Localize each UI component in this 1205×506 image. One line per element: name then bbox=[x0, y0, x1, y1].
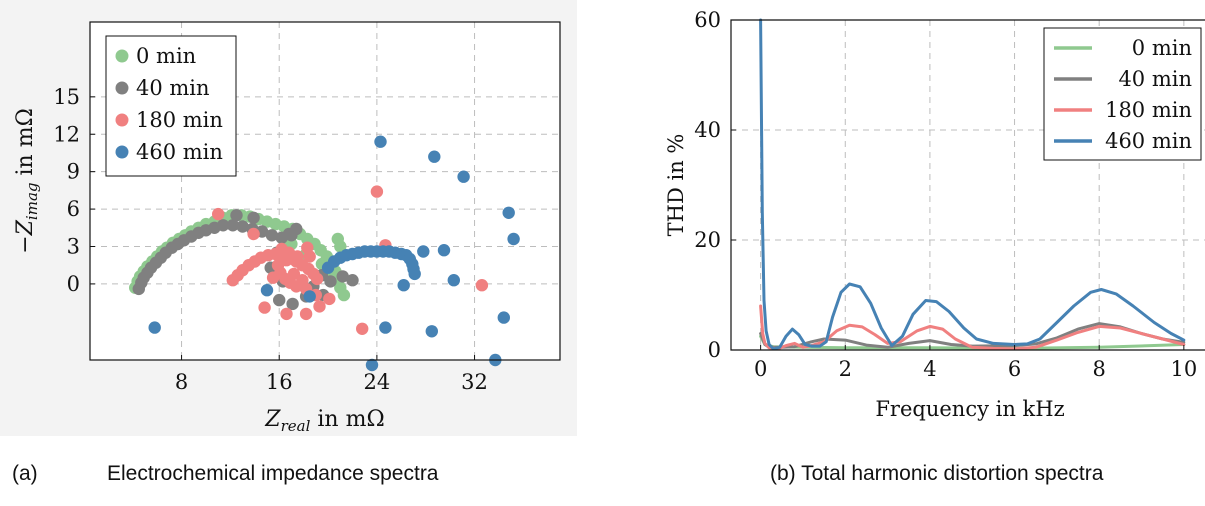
caption-a-label: (a) bbox=[12, 462, 38, 485]
y-axis-label-b: THD in % bbox=[664, 134, 688, 237]
chart-b-thd: 0 2 4 6 8 10 0 20 40 60 Frequency in kHz THD in % 0 … bbox=[664, 8, 1205, 421]
tick-label-y-9: 9 bbox=[67, 160, 80, 184]
tick-label-x-b-10: 10 bbox=[1170, 357, 1197, 381]
x-axis-label-b: Frequency in kHz bbox=[875, 397, 1064, 421]
tick-label-x-24: 24 bbox=[364, 370, 391, 394]
legend-marker-460-min bbox=[115, 145, 129, 159]
tick-label-x-b-8: 8 bbox=[1093, 357, 1106, 381]
point-460-min-32 bbox=[365, 358, 379, 372]
tick-label-x-b-2: 2 bbox=[839, 357, 852, 381]
point-460-min-22 bbox=[437, 244, 451, 257]
point-40-min-28 bbox=[273, 293, 286, 307]
point-40-min-20 bbox=[265, 229, 279, 242]
point-460-min-25 bbox=[457, 170, 470, 183]
point-40-min-38 bbox=[230, 209, 243, 222]
point-40-min-33 bbox=[324, 275, 337, 288]
point-180-min-30 bbox=[299, 307, 313, 321]
point-180-min-31 bbox=[313, 300, 326, 313]
point-180-min-32 bbox=[370, 185, 384, 198]
tick-label-x-b-0: 0 bbox=[754, 357, 767, 381]
point-460-min-23 bbox=[374, 135, 387, 148]
point-180-min-35 bbox=[475, 279, 489, 292]
point-180-min-34 bbox=[356, 322, 369, 335]
caption-a-text: Electrochemical impedance spectra bbox=[107, 462, 439, 485]
point-180-min-26 bbox=[303, 250, 316, 263]
point-0-min-34 bbox=[337, 288, 351, 302]
point-180-min-28 bbox=[258, 301, 271, 314]
point-460-min-31 bbox=[425, 325, 438, 338]
legend-b bbox=[1043, 27, 1202, 161]
tick-label-x-b-4: 4 bbox=[923, 357, 936, 381]
point-180-min-0 bbox=[212, 207, 225, 221]
point-460-min-26 bbox=[502, 206, 515, 219]
legend-marker-0-min bbox=[115, 49, 129, 63]
legend-marker-40-min bbox=[115, 81, 129, 95]
point-40-min-34 bbox=[336, 270, 349, 283]
legend-label-180-min: 180 min bbox=[136, 108, 223, 132]
point-40-min-24 bbox=[282, 227, 296, 241]
line-180-min bbox=[759, 304, 1186, 351]
legend-label-b-40-min: 40 min bbox=[1118, 67, 1192, 91]
tick-label-y-15: 15 bbox=[53, 85, 80, 109]
chart-a-impedance: 8 16 24 32 0 3 6 9 12 15 Zreal in mΩ −Zimag in mΩ 0 … bbox=[13, 21, 561, 435]
point-180-min-41 bbox=[266, 271, 280, 284]
legend-label-b-0-min: 0 min bbox=[1132, 36, 1192, 60]
y-axis-label-a: −Zimag in mΩ bbox=[13, 108, 41, 254]
point-460-min-24 bbox=[428, 150, 441, 163]
point-460-min-2 bbox=[303, 290, 316, 303]
tick-label-y-3: 3 bbox=[67, 235, 80, 259]
point-40-min-29 bbox=[286, 297, 299, 311]
tick-label-x-b-6: 6 bbox=[1008, 357, 1021, 381]
legend-label-0-min: 0 min bbox=[136, 44, 196, 68]
point-40-min-35 bbox=[346, 274, 359, 287]
point-180-min-29 bbox=[280, 307, 293, 321]
legend-label-460-min: 460 min bbox=[136, 140, 223, 164]
point-180-min-19 bbox=[291, 250, 304, 263]
tick-label-y-b-40: 40 bbox=[694, 118, 721, 142]
tick-label-x-32: 32 bbox=[461, 370, 488, 394]
point-460-min-21 bbox=[417, 245, 430, 258]
point-460-min-20 bbox=[408, 267, 421, 281]
tick-label-y-b-60: 60 bbox=[694, 8, 721, 32]
tick-label-y-b-0: 0 bbox=[708, 338, 721, 362]
plot-frame-a bbox=[89, 21, 561, 361]
caption-b-text: (b) Total harmonic distortion spectra bbox=[770, 462, 1104, 485]
tick-label-x-8: 8 bbox=[175, 370, 188, 394]
point-460-min-33 bbox=[497, 311, 510, 324]
point-460-min-27 bbox=[507, 232, 520, 246]
point-460-min-1 bbox=[260, 284, 274, 297]
tick-label-y-b-20: 20 bbox=[694, 228, 721, 252]
legend-marker-180-min bbox=[115, 113, 129, 127]
point-40-min-17 bbox=[236, 220, 249, 233]
point-40-min-37 bbox=[247, 211, 260, 224]
point-180-min-38 bbox=[279, 272, 292, 286]
tick-label-x-16: 16 bbox=[266, 370, 293, 394]
point-460-min-0 bbox=[148, 321, 161, 334]
tick-label-y-6: 6 bbox=[67, 197, 80, 221]
point-40-min-15 bbox=[216, 219, 230, 232]
point-180-min-40 bbox=[323, 292, 336, 306]
point-460-min-29 bbox=[397, 279, 410, 292]
legend-label-b-460-min: 460 min bbox=[1105, 129, 1192, 153]
point-0-min-36 bbox=[334, 240, 347, 253]
line-460-min bbox=[759, 18, 1186, 351]
tick-label-y-12: 12 bbox=[53, 122, 80, 146]
point-40-min-16 bbox=[226, 219, 239, 232]
point-460-min-30 bbox=[379, 321, 392, 334]
legend-label-40-min: 40 min bbox=[136, 76, 210, 100]
point-180-min-16 bbox=[310, 272, 324, 286]
point-460-min-28 bbox=[447, 274, 460, 287]
point-180-min-1 bbox=[247, 227, 260, 241]
plot-frame-b bbox=[730, 19, 1205, 351]
tick-label-y-0: 0 bbox=[67, 272, 80, 296]
line-40-min bbox=[759, 322, 1186, 349]
x-axis-label-a: Zreal in mΩ bbox=[264, 407, 384, 435]
legend-label-b-180-min: 180 min bbox=[1105, 98, 1192, 122]
